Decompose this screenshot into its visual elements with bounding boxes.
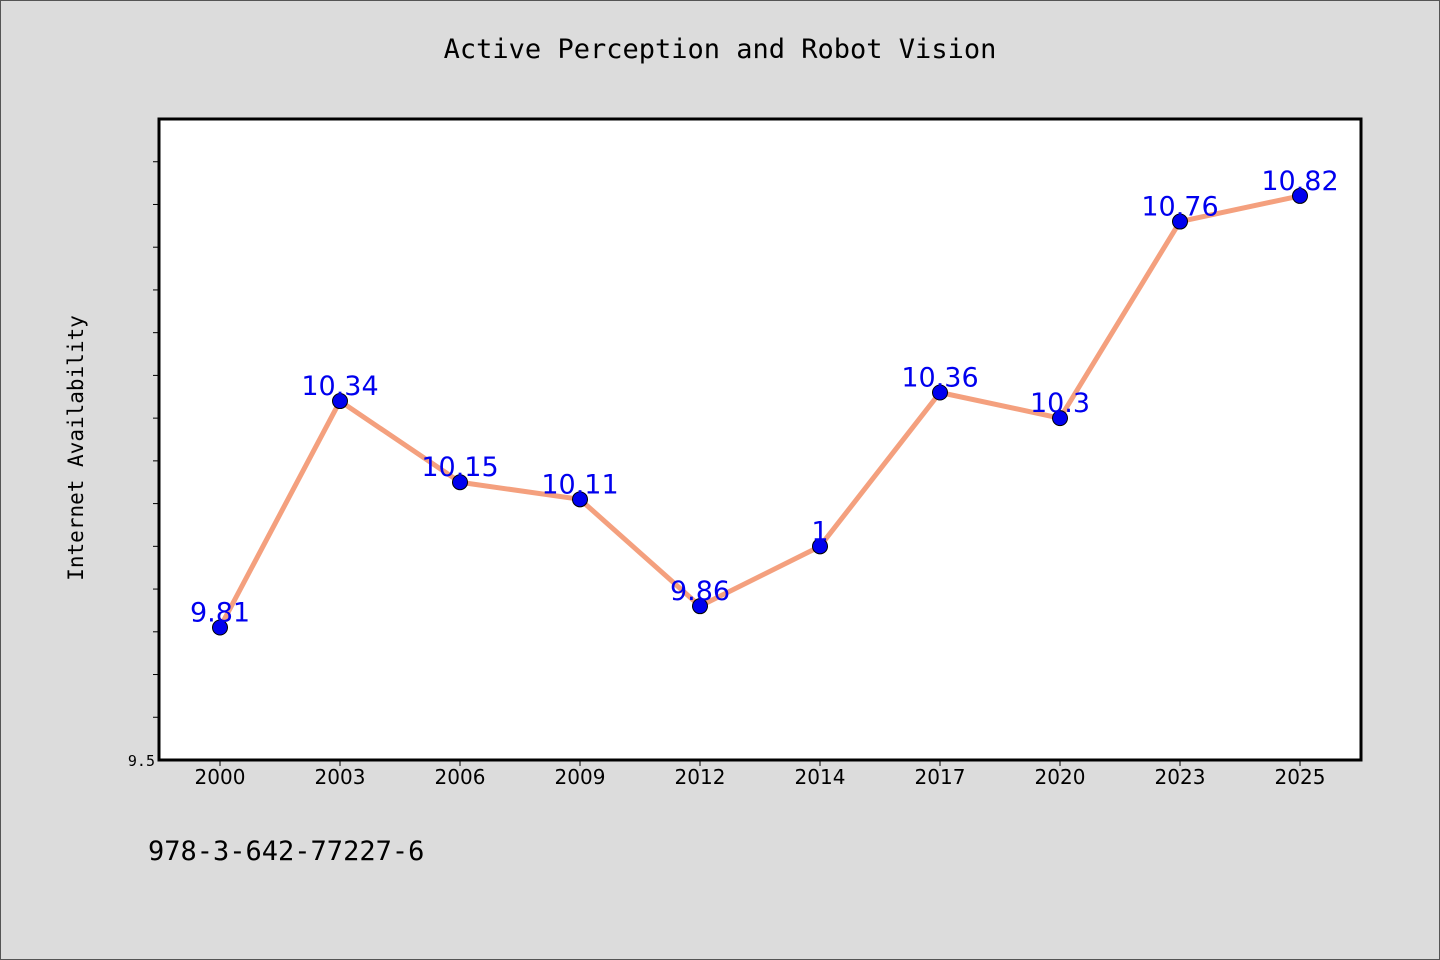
data-point	[572, 491, 588, 508]
plot-area	[157, 117, 1363, 762]
x-tick-label: 2000	[195, 765, 246, 789]
data-point	[1172, 213, 1188, 230]
series-line	[217, 193, 1303, 631]
data-point	[1292, 187, 1308, 204]
data-point	[812, 538, 828, 555]
data-label: 10.82	[1261, 166, 1338, 197]
chart-title: Active Perception and Robot Vision	[443, 34, 997, 65]
x-tick-label: 2025	[1275, 765, 1326, 789]
x-tick-label: 2009	[555, 765, 606, 789]
data-point	[452, 474, 468, 491]
x-tick-label: 2003	[315, 765, 366, 789]
data-label: 10.36	[901, 362, 978, 393]
data-point	[332, 393, 348, 410]
y-tick-label: 9.5	[128, 752, 155, 770]
isbn-label: 978-3-642-77227-6	[148, 836, 425, 867]
x-tick-label: 2020	[1035, 765, 1086, 789]
data-point	[212, 619, 228, 636]
data-point	[932, 384, 948, 401]
data-label: 10.3	[1030, 388, 1090, 419]
data-label: 9.81	[190, 598, 250, 629]
x-tick-label: 2006	[435, 765, 486, 789]
data-label: 10.15	[421, 452, 498, 483]
x-tick-label: 2014	[795, 765, 846, 789]
data-label: 9.86	[670, 576, 730, 607]
data-label: 10.11	[541, 469, 618, 500]
data-point	[1052, 410, 1068, 427]
data-label: 10.76	[1141, 192, 1218, 223]
x-tick-label: 2017	[915, 765, 966, 789]
data-point	[692, 598, 708, 615]
data-label: 1	[811, 516, 828, 547]
x-tick-label: 2012	[675, 765, 726, 789]
x-tick-label: 2023	[1155, 765, 1206, 789]
data-label: 10.34	[301, 371, 378, 402]
